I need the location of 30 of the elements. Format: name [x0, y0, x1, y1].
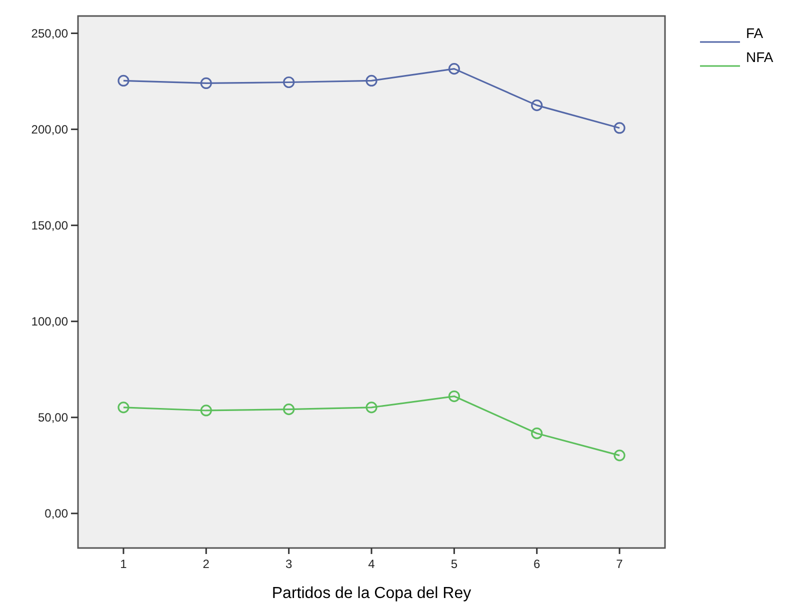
point: [531, 100, 543, 112]
point: [118, 402, 130, 414]
x-tick-label: 6: [534, 557, 541, 571]
y-tick-label: 0,00: [44, 506, 68, 521]
point: [200, 404, 212, 416]
point: [366, 402, 378, 414]
point: [531, 428, 543, 440]
x-tick-label: 2: [202, 557, 210, 571]
point: [283, 76, 295, 88]
y-tick-label: 200,00: [31, 122, 68, 137]
x-tick-label: 7: [616, 557, 624, 571]
legend-label: NFA: [746, 49, 774, 65]
legend-label: FA: [746, 25, 764, 41]
y-tick-label: 100,00: [31, 314, 68, 329]
point: [118, 74, 130, 87]
point: [448, 63, 460, 75]
y-tick-label: 150,00: [31, 218, 68, 233]
point: [283, 404, 295, 416]
point: [200, 77, 212, 90]
x-tick-label: 3: [285, 557, 292, 571]
y-tick-label: 50,00: [38, 410, 68, 425]
point: [448, 390, 460, 402]
point: [614, 122, 626, 134]
x-tick-label: 5: [450, 557, 458, 571]
y-tick-label: 250,00: [31, 26, 68, 40]
point: [614, 450, 626, 462]
x-tick-label: 4: [368, 557, 376, 571]
x-axis-title: Partidos de la Copa del Rey: [272, 585, 472, 602]
point: [366, 74, 378, 87]
x-tick-label: 1: [120, 557, 128, 571]
